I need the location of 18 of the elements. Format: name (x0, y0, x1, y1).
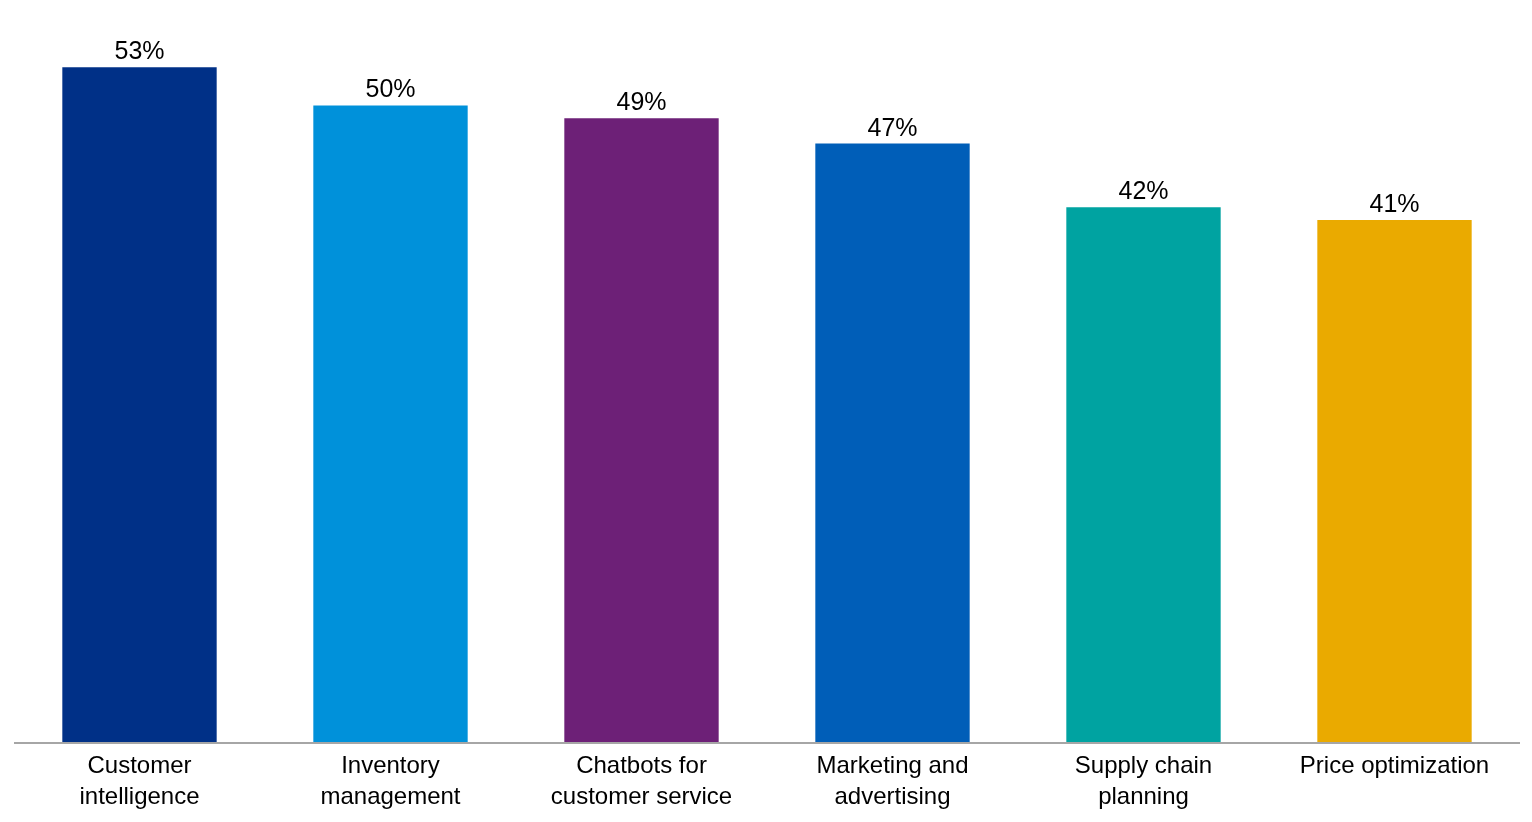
x-tick-label: Marketing and advertising (816, 750, 969, 809)
data-label: 49% (616, 87, 667, 116)
x-tick-label: Price optimization (1299, 750, 1490, 778)
bar (313, 105, 468, 742)
bar (62, 67, 217, 742)
x-tick-label: Chatbots for customer service (550, 750, 733, 809)
data-label: 53% (114, 36, 165, 65)
data-label: 47% (867, 112, 918, 141)
bar (815, 143, 970, 742)
bar (564, 118, 719, 742)
x-tick-label: Inventory management (320, 750, 461, 809)
x-tick-label: Supply chain planning (1074, 750, 1213, 809)
data-label: 50% (365, 74, 416, 103)
bar (1317, 220, 1472, 742)
data-label: 42% (1118, 176, 1169, 205)
data-label: 41% (1369, 189, 1420, 218)
x-tick-label: Customer intelligence (79, 750, 200, 809)
bar (1066, 207, 1221, 742)
